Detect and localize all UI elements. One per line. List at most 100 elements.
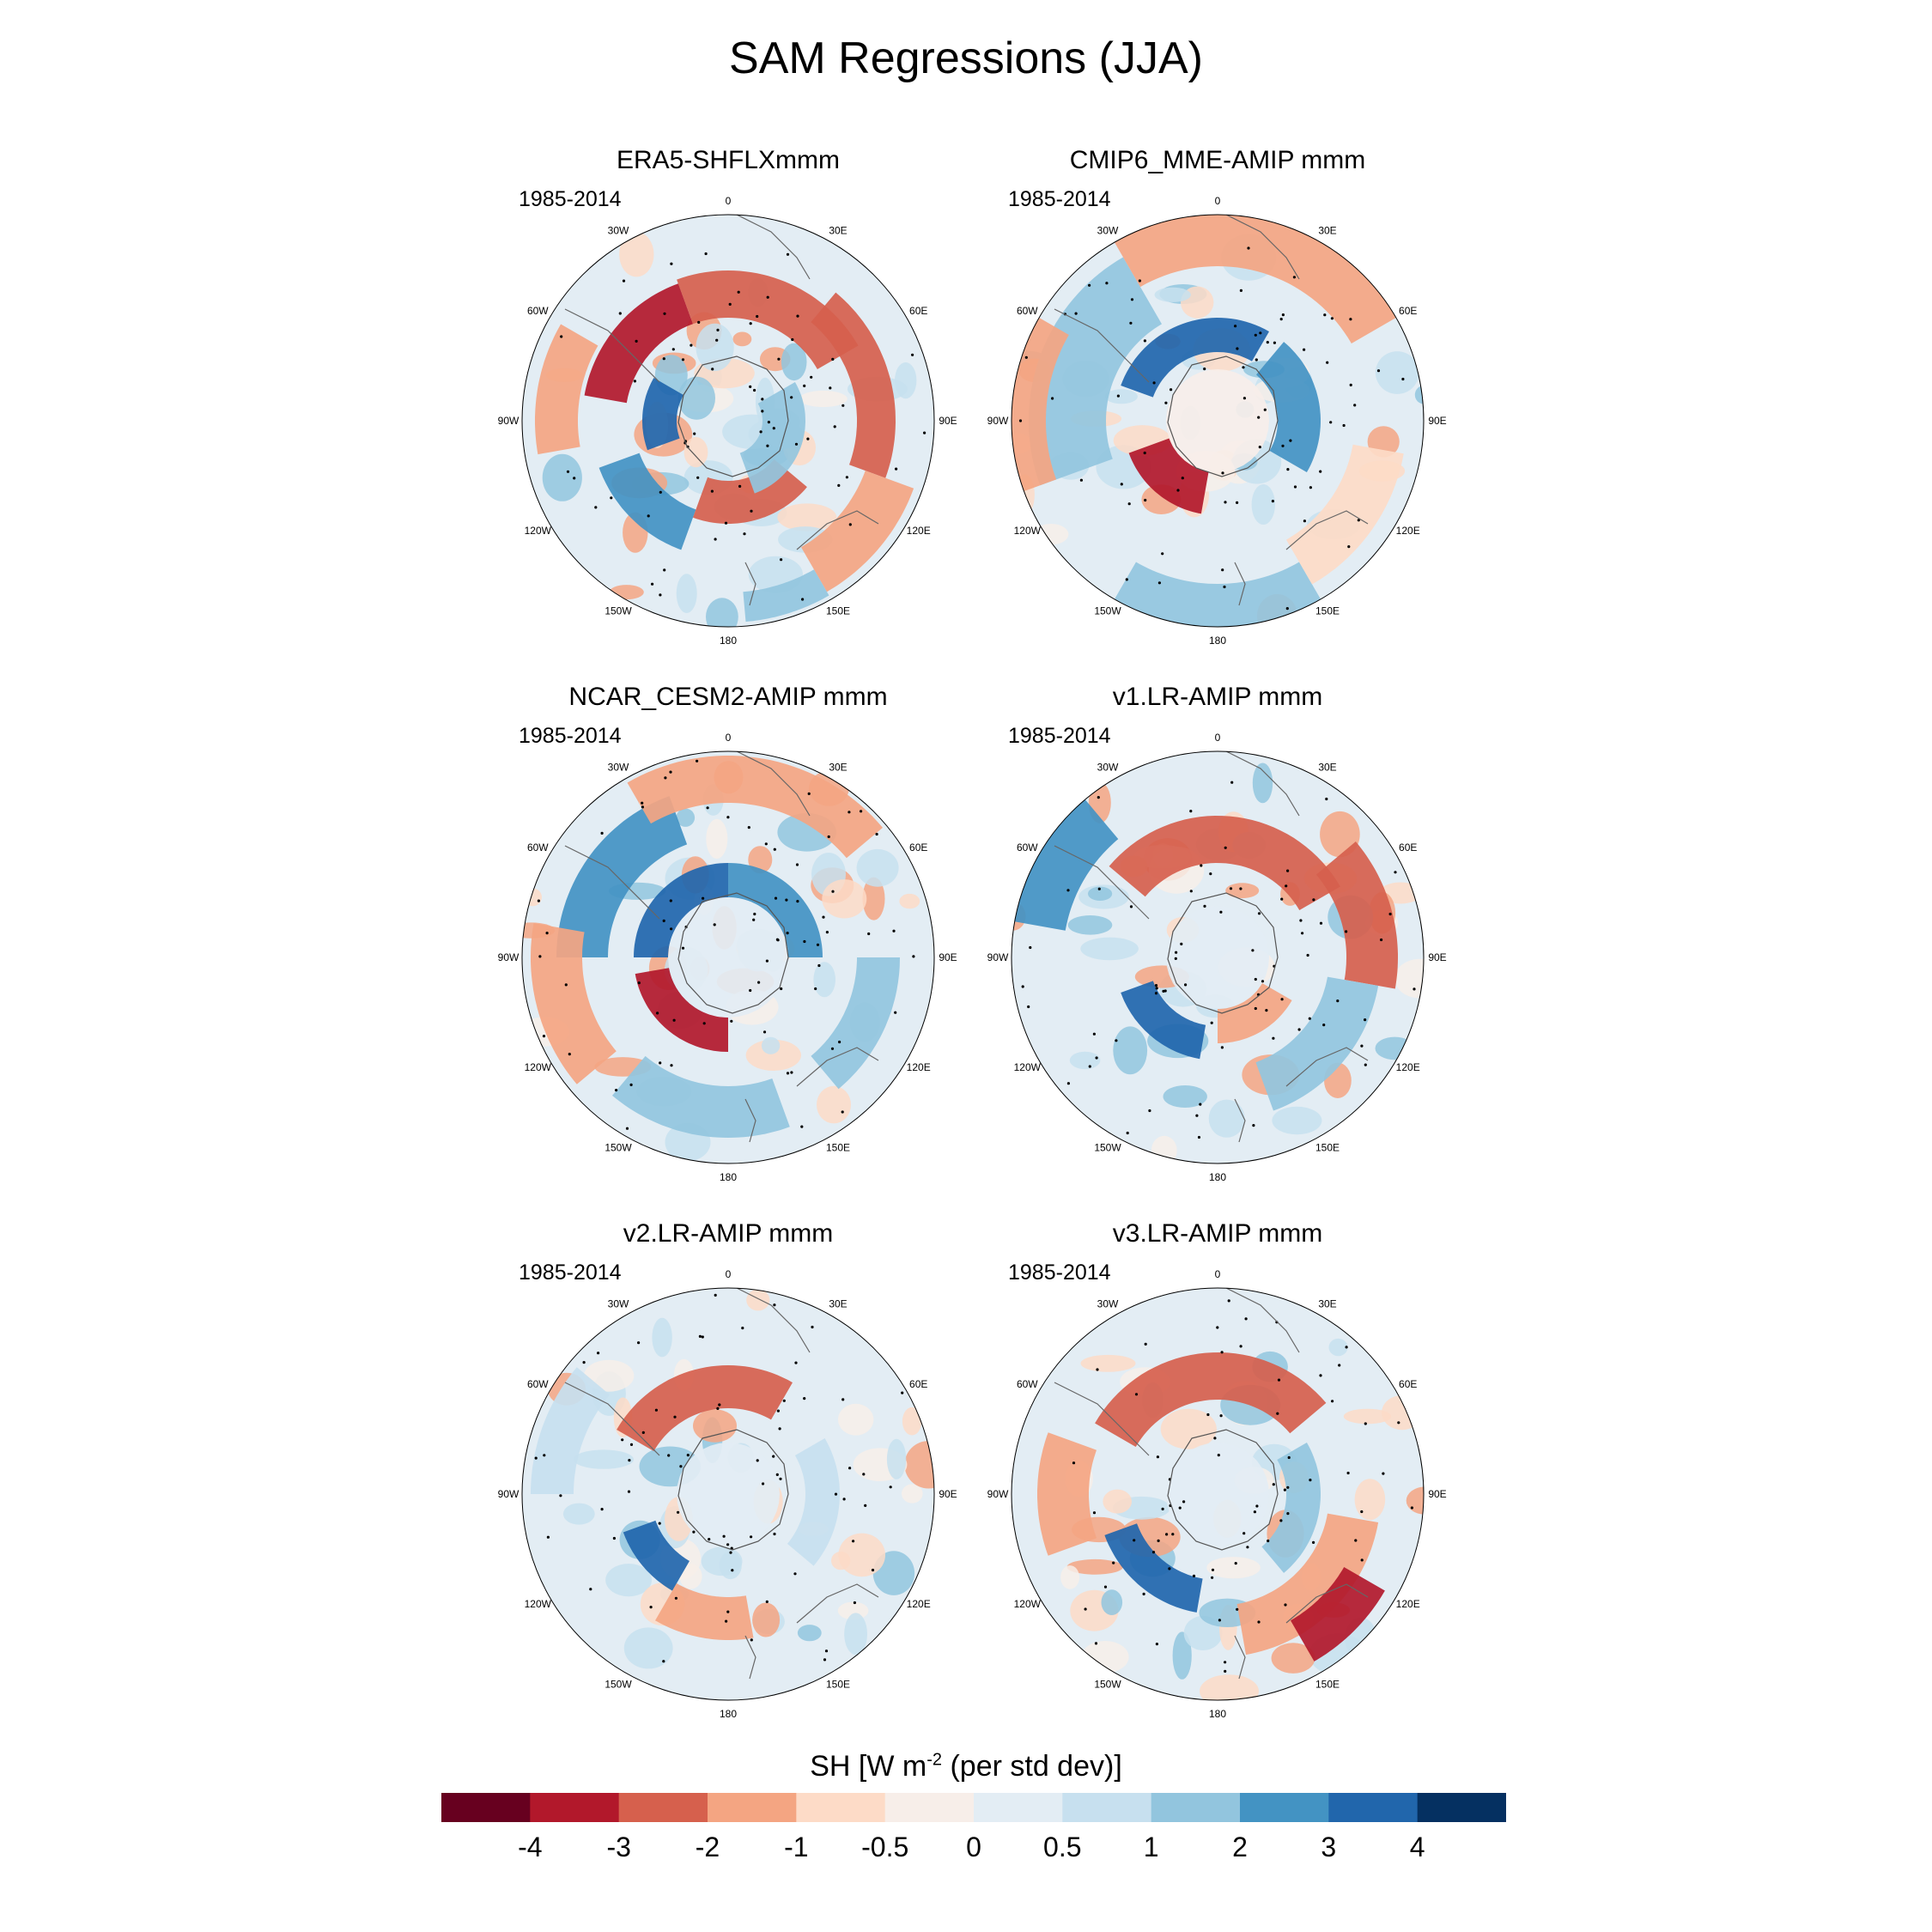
antarctica-coastline (1167, 892, 1279, 1014)
significance-dot (772, 1455, 775, 1458)
significance-dot (794, 1361, 798, 1364)
significance-dot (756, 1459, 759, 1462)
africa-coastline (1225, 215, 1300, 280)
significance-dot (718, 1403, 721, 1406)
significance-dot (796, 314, 799, 318)
anomaly-blob (902, 1484, 923, 1504)
significance-dot (923, 431, 927, 434)
anomaly-region (627, 756, 883, 859)
significance-dot (1236, 347, 1239, 350)
significance-dot (1265, 1009, 1268, 1012)
significance-dot (1134, 1393, 1139, 1396)
significance-dot (1161, 552, 1164, 556)
significance-dot (714, 538, 717, 541)
significance-dot (1224, 1661, 1227, 1664)
significance-dot (1301, 932, 1304, 935)
anomaly-region (1218, 983, 1292, 1043)
map-panel-cmip6: CMIP6_MME-AMIP mmm 1985-2014 0 30E 60E 90E 1… (977, 146, 1458, 661)
anomaly-region (1166, 369, 1269, 472)
significance-dot (1280, 998, 1284, 1001)
significance-dot (1072, 1461, 1076, 1465)
anomaly-region (1115, 562, 1321, 627)
significance-dot (782, 1399, 786, 1402)
significance-dot (1252, 1124, 1255, 1127)
significance-dot (1312, 898, 1315, 902)
significance-dot (1236, 1607, 1239, 1611)
significance-dot (749, 988, 752, 993)
anomaly-blob (1206, 1557, 1261, 1579)
significance-dot (670, 1064, 673, 1067)
longitude-label: 60W (1017, 305, 1038, 317)
significance-dot (1164, 401, 1168, 404)
longitude-label: 30E (829, 1297, 847, 1309)
significance-dot (672, 1018, 676, 1022)
significance-dot (1143, 451, 1146, 455)
significance-dot (1116, 394, 1120, 398)
significance-dot (1095, 1056, 1098, 1060)
significance-dot (845, 476, 848, 479)
colorbar-segment (1240, 1793, 1329, 1822)
longitude-label: 30W (1097, 1297, 1119, 1309)
anomaly-blob (1208, 1099, 1245, 1138)
anomaly-blob (1104, 389, 1138, 404)
significance-dot (827, 835, 830, 839)
significance-dot (1189, 890, 1193, 893)
significance-dot (780, 558, 783, 562)
polar-map: 0 30E 60E 90E 120E 150E 180 150W 120W 90W 60W 30W (498, 732, 957, 1183)
anomaly-region (1255, 976, 1379, 1111)
map-boundary (1011, 750, 1425, 1164)
significance-dot (1051, 397, 1054, 400)
significance-dot (1079, 478, 1083, 482)
significance-dot (664, 776, 667, 780)
significance-dot (750, 1535, 753, 1539)
significance-dot (1309, 486, 1312, 489)
significance-dot (546, 1535, 550, 1539)
significance-dot (716, 328, 720, 331)
anomaly-region (1236, 1513, 1379, 1656)
significance-dot (1027, 1005, 1030, 1009)
field-layer (1012, 1288, 1424, 1700)
significance-dot (1182, 1500, 1186, 1504)
longitude-label: 60E (1399, 305, 1417, 317)
significance-dot (1244, 1317, 1248, 1321)
longitude-label: 60E (909, 841, 927, 854)
significance-dot (1281, 313, 1285, 317)
longitude-label: 60W (527, 1378, 549, 1390)
significance-dot (1323, 313, 1327, 317)
longitude-label: 150E (1315, 1679, 1340, 1691)
anomaly-region (1121, 981, 1206, 1060)
significance-dot (731, 1569, 734, 1572)
anomaly-blob (895, 362, 917, 399)
colorbar: -4 -3 -2 -1 -0.5 0 0.5 1 2 3 4 (441, 1793, 1506, 1862)
longitude-label: 180 (720, 1708, 737, 1720)
new-zealand-coastline (1234, 1098, 1246, 1143)
significance-dot (667, 1454, 671, 1457)
anomaly-blob (822, 879, 867, 919)
anomaly-region (635, 968, 728, 1052)
significance-dot (853, 1601, 856, 1605)
significance-dot (773, 1532, 776, 1536)
new-zealand-coastline (1234, 562, 1246, 606)
significance-dot (1175, 951, 1178, 954)
longitude-label: 90W (987, 415, 1009, 427)
significance-dot (692, 1530, 696, 1534)
significance-dot (670, 927, 673, 931)
significance-dot (774, 896, 778, 900)
longitude-label: 150E (826, 1142, 850, 1154)
significance-dot (702, 1022, 706, 1025)
colorbar-tick-label: -0.5 (861, 1832, 908, 1862)
significance-dot (690, 343, 693, 347)
significance-dot (1353, 404, 1357, 407)
significance-dot (1216, 1326, 1219, 1329)
significance-dot (1308, 1017, 1311, 1020)
significance-dot (777, 357, 781, 361)
longitude-label: 150W (605, 1679, 632, 1691)
significance-dot (698, 1334, 702, 1338)
significance-dot (600, 831, 604, 835)
significance-dot (696, 476, 700, 479)
anomaly-blob (677, 376, 715, 420)
significance-dot (635, 339, 638, 343)
longitude-label: 0 (726, 195, 732, 207)
significance-dot (823, 1658, 827, 1662)
significance-dot (773, 1303, 776, 1307)
